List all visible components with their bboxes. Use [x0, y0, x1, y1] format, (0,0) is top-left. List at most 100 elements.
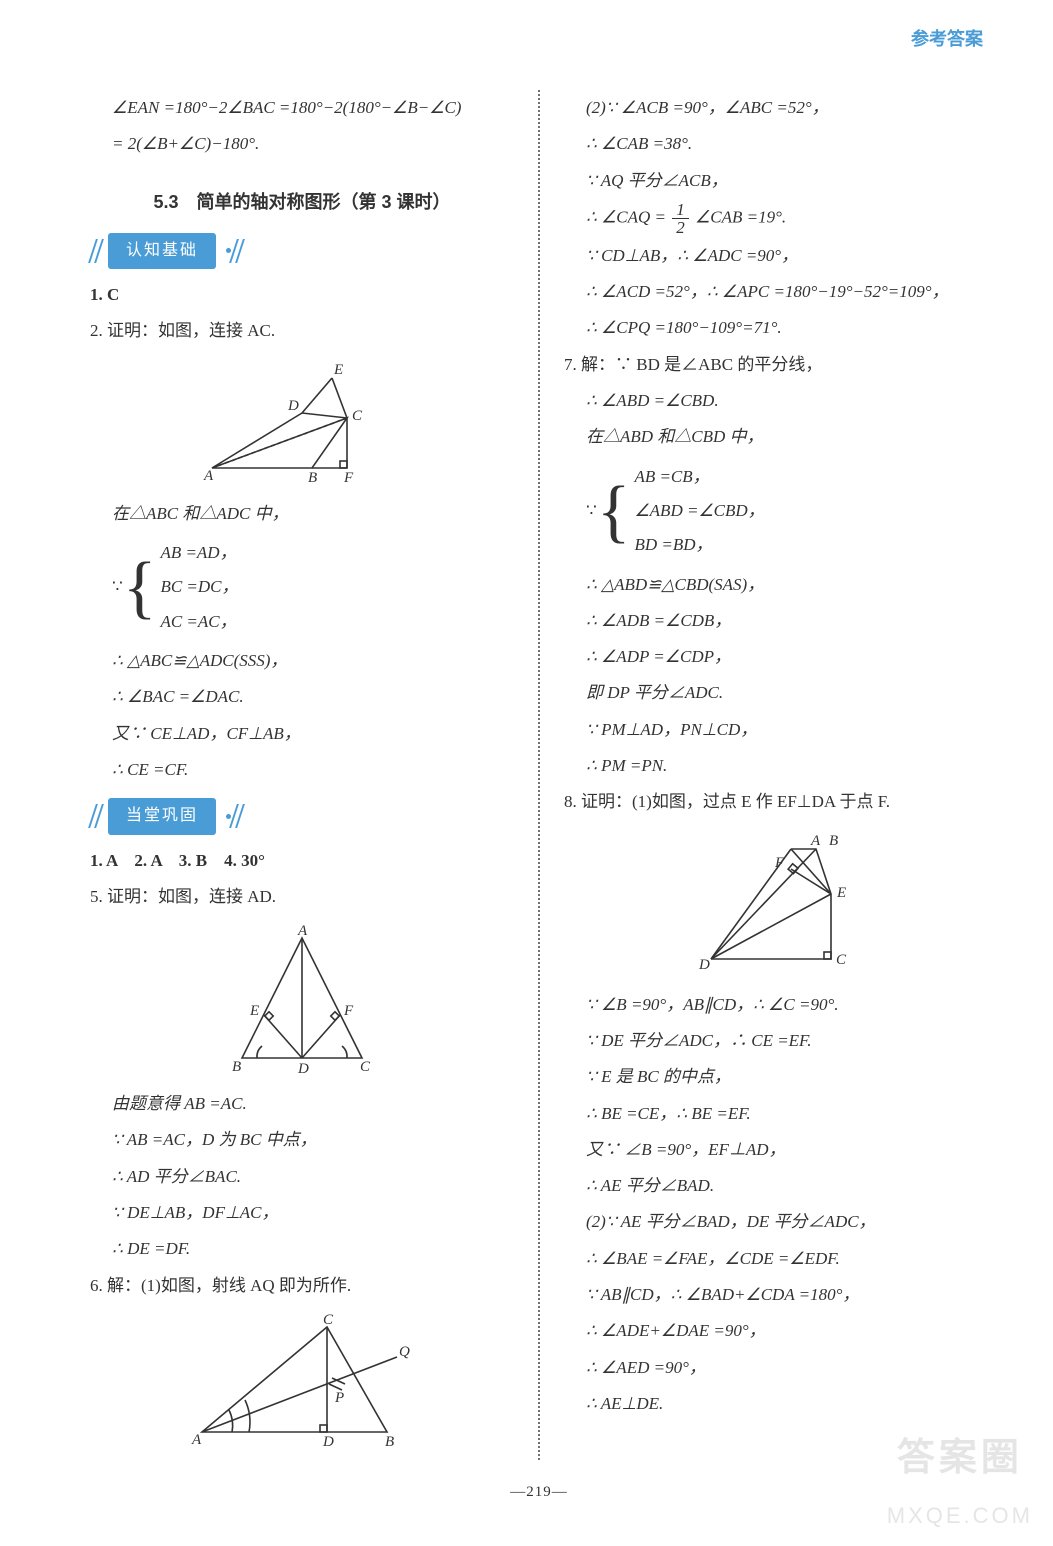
r-l9: 在△ABD 和△CBD 中，: [564, 419, 988, 455]
svg-text:B: B: [829, 833, 838, 849]
svg-text:F: F: [774, 855, 785, 871]
tag-basics: 认知基础: [90, 233, 514, 269]
left-column: ∠EAN =180°−2∠BAC =180°−2(180°−∠B−∠C) = 2…: [90, 90, 534, 1460]
r-l22: (2)∵ AE 平分∠BAD，DE 平分∠ADC，: [564, 1204, 988, 1240]
r-l4: ∴ ∠CAQ = 12 ∠CAB =19°.: [564, 199, 988, 238]
r-l5: ∵ CD⊥AB，∴ ∠ADC =90°，: [564, 238, 988, 274]
tag-label: 当堂巩固: [108, 798, 216, 834]
figure-1: A B C D E F: [90, 358, 514, 488]
svg-text:E: E: [333, 362, 343, 378]
q2: 2. 证明：如图，连接 AC.: [90, 313, 514, 349]
figure-4: A B C D E F: [564, 829, 988, 979]
svg-text:C: C: [352, 408, 363, 424]
brace-2: ∵ { AB =CB， ∠ABD =∠CBD， BD =BD，: [564, 460, 988, 563]
brace2-item: ∠ABD =∠CBD，: [634, 494, 764, 528]
svg-text:C: C: [836, 952, 847, 968]
slash-icon: [231, 237, 245, 265]
p6: 由题意得 AB =AC.: [90, 1086, 514, 1122]
figure-3: A B C D P Q: [90, 1312, 514, 1452]
page-number: —219—: [90, 1478, 988, 1507]
r-l13: 即 DP 平分∠ADC.: [564, 675, 988, 711]
slash-icon: [90, 802, 104, 830]
r-l1: (2)∵ ∠ACB =90°，∠ABC =52°，: [564, 90, 988, 126]
svg-text:F: F: [343, 1003, 354, 1019]
r-l26: ∴ ∠AED =90°，: [564, 1350, 988, 1386]
svg-text:F: F: [343, 470, 354, 486]
svg-text:A: A: [203, 468, 214, 484]
svg-text:E: E: [836, 885, 846, 901]
r-l10: ∴ △ABD≌△CBD(SAS)，: [564, 567, 988, 603]
brace1-item: AC =AC，: [160, 605, 238, 639]
r-l24: ∵ AB∥CD，∴ ∠BAD+∠CDA =180°，: [564, 1277, 988, 1313]
columns: ∠EAN =180°−2∠BAC =180°−2(180°−∠B−∠C) = 2…: [90, 90, 988, 1460]
r-l17: ∵ DE 平分∠ADC，∴ CE =EF.: [564, 1023, 988, 1059]
brace1-item: BC =DC，: [160, 570, 238, 604]
intro-line-1: ∠EAN =180°−2∠BAC =180°−2(180°−∠B−∠C): [90, 90, 514, 126]
p8: ∴ AD 平分∠BAC.: [90, 1159, 514, 1195]
q8: 8. 证明：(1)如图，过点 E 作 EF⊥DA 于点 F.: [564, 784, 988, 820]
p3: ∴ ∠BAC =∠DAC.: [90, 679, 514, 715]
svg-text:B: B: [308, 470, 317, 486]
svg-text:C: C: [323, 1312, 334, 1328]
r-l14: ∵ PM⊥AD，PN⊥CD，: [564, 712, 988, 748]
right-column: (2)∵ ∠ACB =90°，∠ABC =52°， ∴ ∠CAB =38°. ∵…: [544, 90, 988, 1460]
r-l3: ∵ AQ 平分∠ACB，: [564, 163, 988, 199]
svg-text:B: B: [232, 1059, 241, 1075]
p7: ∵ AB =AC，D 为 BC 中点，: [90, 1122, 514, 1158]
brace2-item: AB =CB，: [634, 460, 764, 494]
tag-practice: 当堂巩固: [90, 798, 514, 834]
figure-2: A B C D E F: [90, 923, 514, 1078]
svg-text:D: D: [287, 398, 299, 414]
r-l12: ∴ ∠ADP =∠CDP，: [564, 639, 988, 675]
page: 参考答案 ∠EAN =180°−2∠BAC =180°−2(180°−∠B−∠C…: [0, 0, 1053, 1546]
p9: ∵ DE⊥AB，DF⊥AC，: [90, 1195, 514, 1231]
p5: ∴ CE =CF.: [90, 752, 514, 788]
svg-text:P: P: [334, 1390, 344, 1406]
slash-icon: [90, 237, 104, 265]
r-l25: ∴ ∠ADE+∠DAE =90°，: [564, 1313, 988, 1349]
q1: 1. C: [90, 277, 514, 313]
left-brace-icon: {: [123, 556, 157, 619]
svg-text:A: A: [810, 833, 821, 849]
p10: ∴ DE =DF.: [90, 1231, 514, 1267]
q7: 7. 解：∵ BD 是∠ABC 的平分线，: [564, 347, 988, 383]
intro-line-2: = 2(∠B+∠C)−180°.: [90, 126, 514, 162]
p4: 又∵ CE⊥AD，CF⊥AB，: [90, 716, 514, 752]
r-l23: ∴ ∠BAE =∠FAE，∠CDE =∠EDF.: [564, 1241, 988, 1277]
svg-text:D: D: [698, 957, 710, 973]
q5: 5. 证明：如图，连接 AD.: [90, 879, 514, 915]
svg-text:B: B: [385, 1434, 394, 1450]
left-brace-icon: {: [597, 480, 631, 543]
svg-text:D: D: [297, 1061, 309, 1077]
header-title: 参考答案: [911, 22, 983, 56]
p1: 在△ABC 和△ADC 中，: [90, 496, 514, 532]
r-l8: ∴ ∠ABD =∠CBD.: [564, 383, 988, 419]
r-l11: ∴ ∠ADB =∠CDB，: [564, 603, 988, 639]
r-l21: ∴ AE 平分∠BAD.: [564, 1168, 988, 1204]
svg-text:A: A: [191, 1432, 202, 1448]
r-l20: 又∵ ∠B =90°，EF⊥AD，: [564, 1132, 988, 1168]
r-l15: ∴ PM =PN.: [564, 748, 988, 784]
svg-text:E: E: [249, 1003, 259, 1019]
column-divider: [538, 90, 540, 1460]
brace-1: ∵ { AB =AD， BC =DC， AC =AC，: [90, 536, 514, 639]
because-symbol: ∵: [586, 495, 597, 527]
r-l2: ∴ ∠CAB =38°.: [564, 126, 988, 162]
svg-text:Q: Q: [399, 1344, 410, 1360]
r-l6: ∴ ∠ACD =52°，∴ ∠APC =180°−19°−52°=109°，: [564, 274, 988, 310]
r-l19: ∴ BE =CE，∴ BE =EF.: [564, 1096, 988, 1132]
svg-text:D: D: [322, 1434, 334, 1450]
answer-row: 1. A 2. A 3. B 4. 30°: [90, 843, 514, 879]
brace2-item: BD =BD，: [634, 528, 764, 562]
svg-text:A: A: [297, 923, 308, 939]
r-l18: ∵ E 是 BC 的中点，: [564, 1059, 988, 1095]
r-l27: ∴ AE⊥DE.: [564, 1386, 988, 1422]
slash-icon: [231, 802, 245, 830]
because-symbol: ∵: [112, 571, 123, 603]
r-l16: ∵ ∠B =90°，AB∥CD，∴ ∠C =90°.: [564, 987, 988, 1023]
svg-text:C: C: [360, 1059, 371, 1075]
tag-label: 认知基础: [108, 233, 216, 269]
p2: ∴ △ABC≌△ADC(SSS)，: [90, 643, 514, 679]
section-title: 5.3 简单的轴对称图形（第 3 课时）: [90, 185, 514, 219]
brace1-item: AB =AD，: [160, 536, 238, 570]
